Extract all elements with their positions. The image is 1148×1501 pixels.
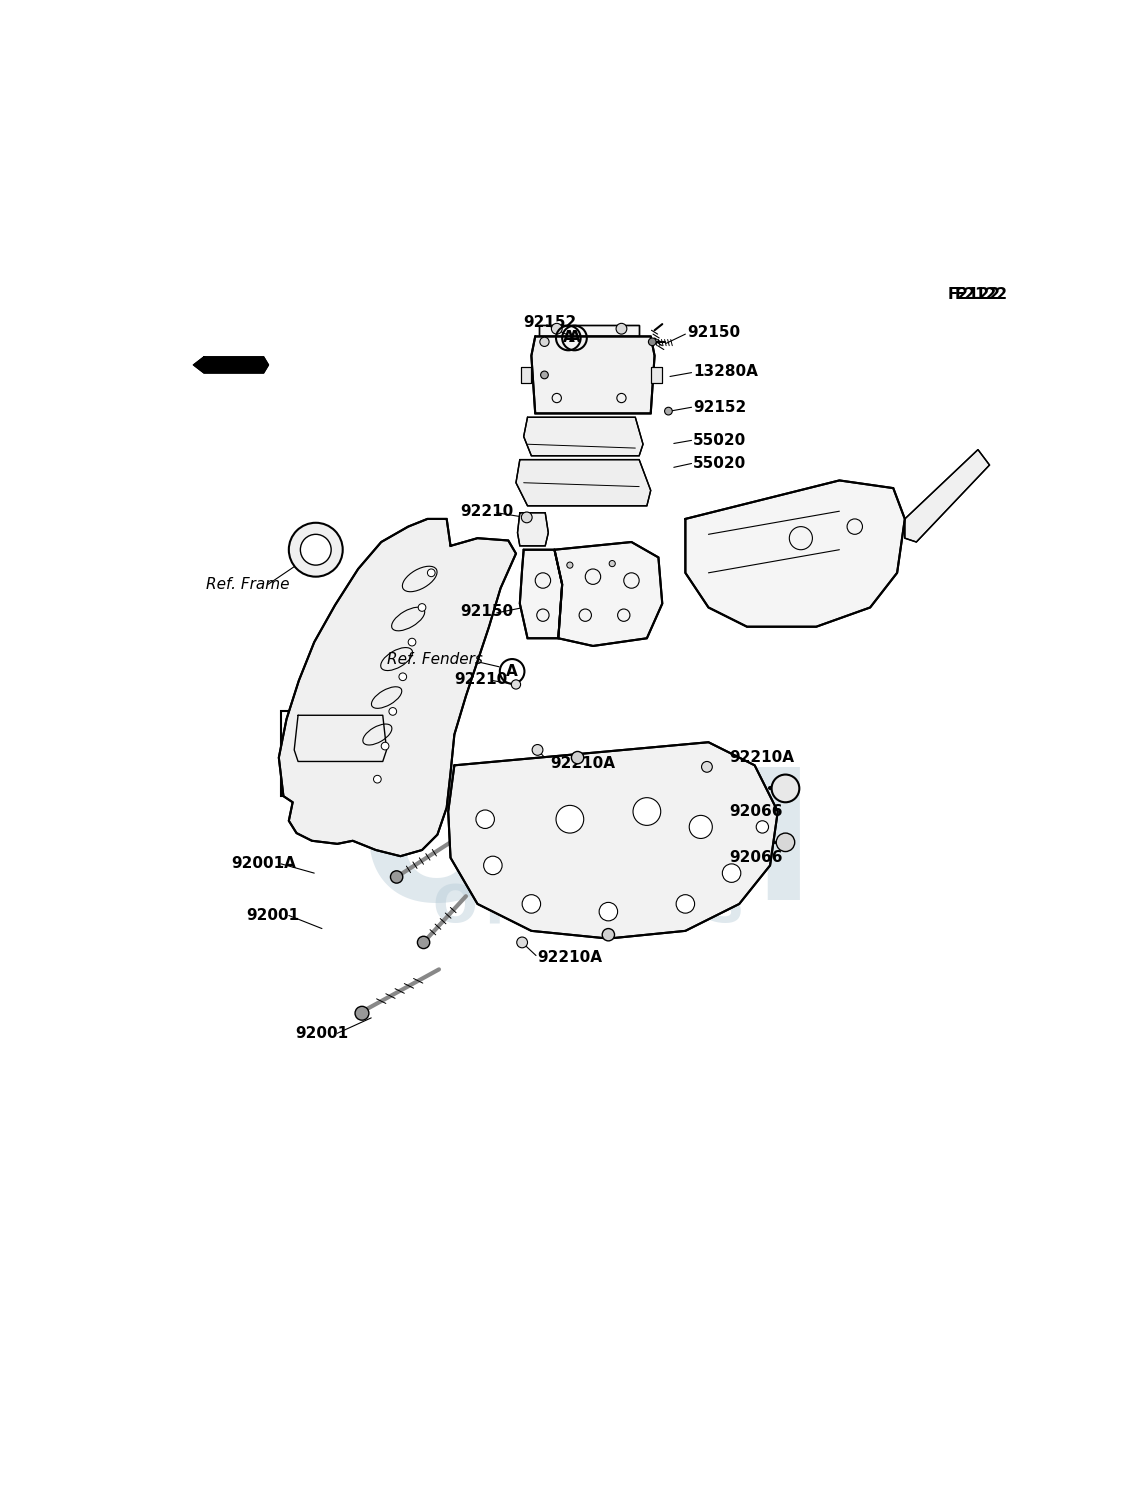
Circle shape [649, 338, 657, 345]
Circle shape [551, 323, 563, 335]
Circle shape [567, 561, 573, 569]
Circle shape [701, 761, 712, 772]
Text: A: A [563, 330, 574, 345]
Text: 92210: 92210 [455, 671, 507, 686]
Text: F2122: F2122 [947, 287, 1000, 302]
Circle shape [610, 560, 615, 567]
Circle shape [689, 815, 712, 839]
Text: A: A [568, 330, 581, 345]
Circle shape [521, 512, 533, 522]
Circle shape [409, 638, 416, 645]
Text: Ref. Frame: Ref. Frame [207, 576, 290, 591]
Circle shape [511, 680, 520, 689]
Text: 92066: 92066 [729, 805, 783, 820]
Circle shape [418, 937, 429, 949]
Circle shape [522, 895, 541, 913]
Text: 92210A: 92210A [729, 750, 794, 766]
Polygon shape [540, 324, 639, 336]
Polygon shape [651, 368, 662, 383]
Text: 92150: 92150 [460, 603, 513, 618]
Text: A: A [506, 663, 518, 678]
Text: 92210A: 92210A [537, 950, 603, 965]
Polygon shape [521, 368, 532, 383]
Text: FRONT: FRONT [209, 359, 257, 371]
Circle shape [771, 775, 799, 802]
Polygon shape [194, 357, 267, 372]
Circle shape [556, 806, 583, 833]
Polygon shape [515, 459, 651, 506]
Circle shape [603, 929, 614, 941]
Text: 92152: 92152 [523, 315, 577, 330]
Polygon shape [448, 741, 778, 938]
Polygon shape [287, 726, 298, 741]
Text: 92210A: 92210A [551, 757, 615, 772]
Circle shape [776, 833, 794, 851]
Polygon shape [905, 450, 990, 542]
Circle shape [676, 895, 695, 913]
Circle shape [616, 323, 627, 335]
Text: 92001: 92001 [247, 908, 300, 923]
Text: 92152: 92152 [693, 399, 746, 414]
Circle shape [722, 865, 740, 883]
Circle shape [599, 902, 618, 920]
Circle shape [541, 371, 549, 378]
Circle shape [355, 1006, 369, 1021]
Text: 92210: 92210 [460, 504, 514, 519]
Polygon shape [279, 519, 515, 856]
Circle shape [381, 741, 389, 750]
Polygon shape [294, 716, 387, 761]
Circle shape [301, 534, 331, 564]
Text: Ref. Fenders: Ref. Fenders [387, 651, 483, 666]
Circle shape [289, 522, 343, 576]
Text: 55020: 55020 [693, 456, 746, 471]
Text: 92001A: 92001A [231, 857, 296, 872]
Text: 92066: 92066 [729, 850, 783, 865]
Circle shape [418, 603, 426, 611]
Circle shape [533, 744, 543, 755]
Polygon shape [382, 726, 394, 741]
Circle shape [517, 937, 528, 947]
Text: 92001: 92001 [295, 1025, 348, 1040]
Circle shape [572, 752, 583, 764]
Polygon shape [523, 417, 643, 456]
Polygon shape [685, 480, 905, 627]
Text: 92150: 92150 [687, 326, 740, 341]
Circle shape [427, 569, 435, 576]
Polygon shape [520, 549, 563, 638]
Circle shape [665, 407, 673, 414]
Bar [281, 711, 401, 796]
Polygon shape [532, 336, 654, 413]
Text: ('10): ('10) [350, 775, 386, 790]
Text: OTOPARTS: OTOPARTS [432, 883, 745, 934]
Circle shape [389, 707, 396, 716]
Text: OEM: OEM [360, 763, 816, 938]
Text: 13280A: 13280A [693, 363, 758, 378]
Text: F2122: F2122 [955, 287, 1008, 302]
Text: 55020: 55020 [693, 432, 746, 447]
Polygon shape [518, 513, 549, 546]
Circle shape [373, 776, 381, 784]
Circle shape [398, 672, 406, 680]
Circle shape [540, 338, 549, 347]
Circle shape [390, 871, 403, 883]
Text: 13280: 13280 [295, 775, 348, 790]
Circle shape [757, 821, 768, 833]
Polygon shape [554, 542, 662, 645]
Circle shape [483, 856, 502, 875]
Circle shape [476, 811, 495, 829]
Circle shape [633, 797, 661, 826]
